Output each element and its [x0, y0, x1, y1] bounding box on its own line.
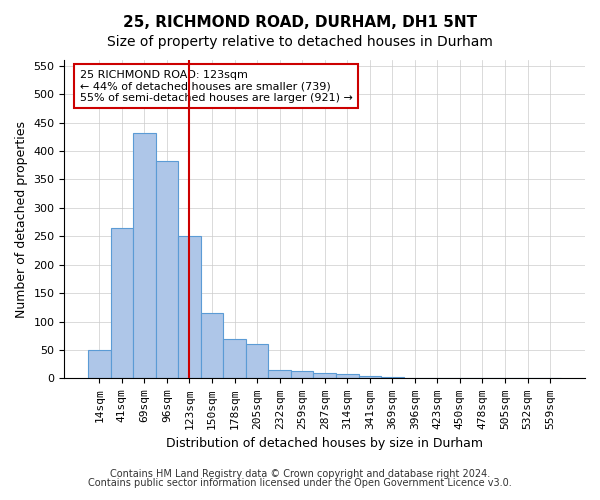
Bar [336, 374, 359, 378]
Bar [223, 338, 246, 378]
Bar [88, 350, 110, 378]
Text: Size of property relative to detached houses in Durham: Size of property relative to detached ho… [107, 35, 493, 49]
Bar [268, 370, 291, 378]
Text: Contains public sector information licensed under the Open Government Licence v3: Contains public sector information licen… [88, 478, 512, 488]
Bar [110, 228, 133, 378]
Bar [178, 236, 201, 378]
Bar [201, 313, 223, 378]
Bar [155, 161, 178, 378]
Bar [246, 344, 268, 378]
Bar [313, 373, 336, 378]
Bar [133, 133, 155, 378]
Bar [359, 376, 381, 378]
Text: 25, RICHMOND ROAD, DURHAM, DH1 5NT: 25, RICHMOND ROAD, DURHAM, DH1 5NT [123, 15, 477, 30]
Text: Contains HM Land Registry data © Crown copyright and database right 2024.: Contains HM Land Registry data © Crown c… [110, 469, 490, 479]
X-axis label: Distribution of detached houses by size in Durham: Distribution of detached houses by size … [166, 437, 483, 450]
Y-axis label: Number of detached properties: Number of detached properties [15, 120, 28, 318]
Bar [291, 371, 313, 378]
Text: 25 RICHMOND ROAD: 123sqm
← 44% of detached houses are smaller (739)
55% of semi-: 25 RICHMOND ROAD: 123sqm ← 44% of detach… [80, 70, 353, 103]
